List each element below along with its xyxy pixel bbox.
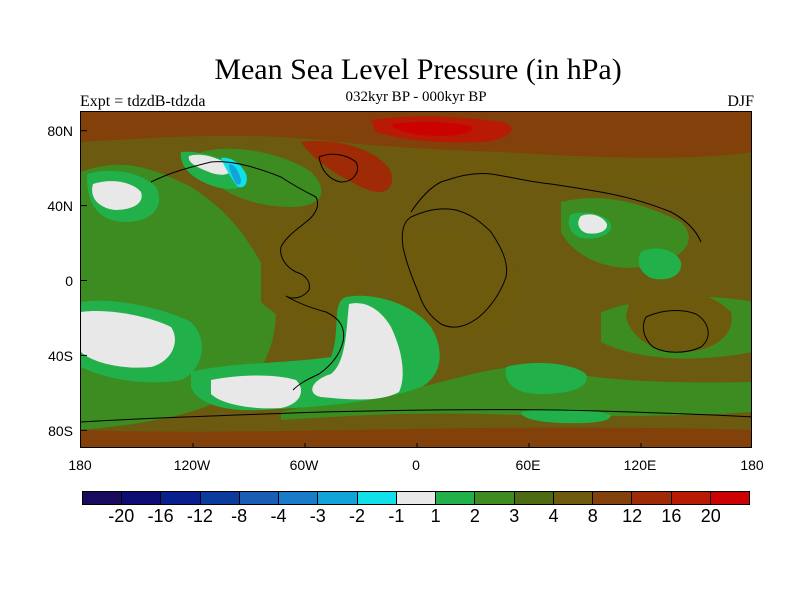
x-tick-0: 0 [412, 457, 420, 473]
chart-subtitle: 032kyr BP - 000kyr BP [345, 89, 487, 105]
y-tick-80s: 80S [48, 423, 73, 439]
colorbar-swatch [514, 492, 554, 504]
colorbar-swatch [436, 492, 476, 504]
field-antarctic-coast-1to2 [521, 408, 611, 424]
colorbar-swatch [396, 492, 437, 504]
colorbar-label: 8 [587, 506, 598, 526]
colorbar-swatch [671, 492, 711, 504]
field-tibet-pm1 [578, 214, 608, 234]
field-australia-4to8 [626, 288, 732, 352]
colorbar-swatch [161, 492, 201, 504]
colorbar-swatch [553, 492, 594, 504]
y-tick-0: 0 [65, 273, 73, 289]
y-tick-40n: 40N [47, 198, 73, 214]
coast-eurasia [410, 173, 702, 243]
field-southern-ocean-2to3 [281, 367, 751, 420]
x-tick-120w: 120W [173, 457, 211, 473]
field-west-pacific-1to2 [638, 248, 682, 280]
colorbar-label: 2 [469, 506, 480, 526]
colorbar-label: 16 [661, 506, 682, 526]
x-tick-180w: 180 [68, 457, 92, 473]
colorbar-swatch [357, 492, 397, 504]
colorbar-label: -4 [270, 506, 287, 526]
colorbar-label: -20 [108, 506, 135, 526]
field-drake-pm1 [211, 375, 301, 409]
colorbar-swatch [83, 492, 123, 504]
colorbar-label: -8 [231, 506, 248, 526]
field-south-america-4to8 [261, 228, 365, 326]
field-greenland-12to16 [301, 141, 392, 192]
colorbar-label: 3 [509, 506, 520, 526]
colorbar-swatch [279, 492, 319, 504]
colorbar-swatch [200, 492, 240, 504]
field-south-indian-1to2 [505, 362, 587, 394]
field-antarctic-8to12 [81, 427, 751, 447]
coast-australia [642, 309, 709, 353]
chart-title: Mean Sea Level Pressure (in hPa) [214, 53, 622, 86]
field-laurentide-pm1 [188, 154, 232, 175]
colorbar-label: -16 [147, 506, 174, 526]
colorbar-label: -12 [186, 506, 213, 526]
colorbar-label: -3 [309, 506, 326, 526]
colorbar-swatch [593, 492, 633, 504]
map-plot [80, 111, 752, 448]
x-tick-180e: 180 [740, 457, 764, 473]
coast-antarctica [81, 409, 751, 423]
y-tick-80n: 80N [47, 123, 73, 139]
field-south-atlantic-pm1 [312, 303, 403, 400]
field-africa-4to8 [381, 230, 522, 336]
colorbar-swatch [122, 492, 162, 504]
colorbar-swatch [710, 492, 749, 504]
colorbar-label: -1 [388, 506, 405, 526]
colorbar-label: 12 [622, 506, 643, 526]
colorbar-label: 1 [430, 506, 441, 526]
field-laurentide-neg2 [229, 164, 241, 185]
y-tick-40s: 40S [48, 348, 73, 364]
coast-north-america [150, 161, 319, 299]
colorbar-swatch [239, 492, 280, 504]
colorbar [82, 491, 750, 505]
coastlines [81, 153, 751, 423]
x-tick-60e: 60E [515, 457, 541, 473]
field-south-pacific-pm1 [81, 311, 175, 368]
colorbar-swatch [318, 492, 358, 504]
coast-greenland [318, 153, 358, 183]
x-tick-120e: 120E [623, 457, 657, 473]
colorbar-label: 4 [548, 506, 559, 526]
coast-africa [401, 208, 508, 328]
field-arctic-gt20 [391, 121, 472, 136]
season-label: DJF [727, 93, 754, 110]
colorbar-label: 20 [700, 506, 721, 526]
field-north-pacific-pm1 [92, 181, 142, 210]
colorbar-label: -2 [349, 506, 366, 526]
tick-marks [81, 130, 642, 447]
coast-south-america [285, 295, 345, 391]
map-canvas [81, 112, 751, 447]
x-tick-60w: 60W [289, 457, 319, 473]
colorbar-swatch [632, 492, 672, 504]
experiment-label: Expt = tdzdB-tdzda [80, 93, 206, 110]
colorbar-swatch [475, 492, 515, 504]
